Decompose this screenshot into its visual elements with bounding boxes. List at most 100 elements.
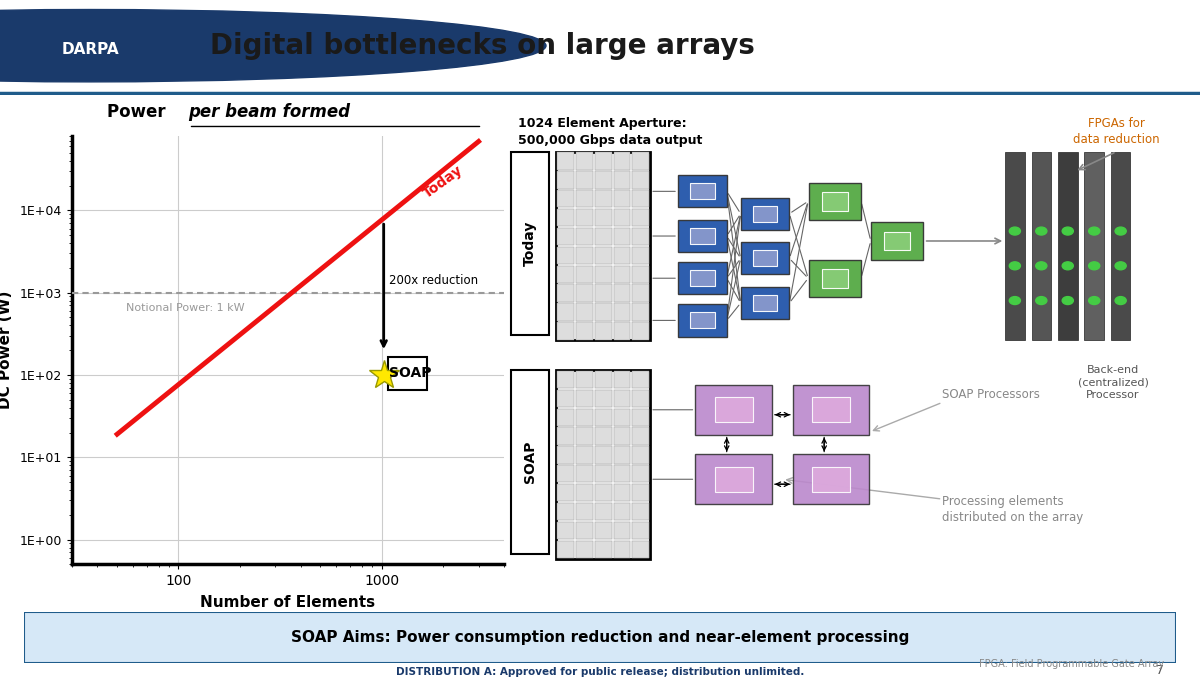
FancyBboxPatch shape [740, 287, 790, 319]
FancyBboxPatch shape [613, 322, 630, 339]
Text: FPGAs for
data reduction: FPGAs for data reduction [1073, 117, 1159, 146]
FancyBboxPatch shape [576, 171, 593, 188]
FancyBboxPatch shape [388, 357, 427, 390]
FancyBboxPatch shape [690, 312, 714, 328]
FancyBboxPatch shape [511, 152, 550, 335]
FancyBboxPatch shape [576, 503, 593, 520]
FancyBboxPatch shape [595, 371, 612, 388]
FancyBboxPatch shape [613, 409, 630, 426]
FancyBboxPatch shape [576, 152, 593, 170]
FancyBboxPatch shape [632, 484, 649, 501]
Text: 7: 7 [1156, 664, 1164, 677]
FancyBboxPatch shape [576, 322, 593, 339]
FancyBboxPatch shape [557, 370, 650, 559]
FancyBboxPatch shape [613, 303, 630, 321]
FancyBboxPatch shape [752, 295, 778, 311]
FancyBboxPatch shape [613, 152, 630, 170]
FancyBboxPatch shape [632, 409, 649, 426]
FancyBboxPatch shape [557, 247, 574, 264]
FancyBboxPatch shape [595, 284, 612, 302]
FancyBboxPatch shape [696, 454, 772, 504]
FancyBboxPatch shape [690, 270, 714, 286]
FancyBboxPatch shape [1058, 152, 1078, 340]
FancyBboxPatch shape [576, 371, 593, 388]
FancyBboxPatch shape [557, 522, 574, 539]
FancyBboxPatch shape [632, 228, 649, 245]
FancyBboxPatch shape [576, 209, 593, 226]
FancyBboxPatch shape [595, 390, 612, 407]
FancyBboxPatch shape [576, 390, 593, 407]
FancyBboxPatch shape [557, 428, 574, 445]
FancyBboxPatch shape [576, 541, 593, 558]
FancyBboxPatch shape [595, 322, 612, 339]
FancyBboxPatch shape [595, 465, 612, 483]
Circle shape [1088, 227, 1099, 235]
Y-axis label: DC Power (W): DC Power (W) [0, 291, 13, 409]
FancyBboxPatch shape [613, 171, 630, 188]
FancyBboxPatch shape [557, 228, 574, 245]
FancyBboxPatch shape [576, 247, 593, 264]
FancyBboxPatch shape [678, 304, 727, 337]
FancyBboxPatch shape [632, 209, 649, 226]
FancyBboxPatch shape [557, 152, 650, 340]
FancyBboxPatch shape [793, 385, 870, 435]
FancyBboxPatch shape [595, 522, 612, 539]
FancyBboxPatch shape [632, 266, 649, 283]
FancyBboxPatch shape [557, 190, 574, 207]
FancyBboxPatch shape [557, 503, 574, 520]
Circle shape [1088, 296, 1099, 305]
FancyBboxPatch shape [812, 467, 851, 492]
FancyBboxPatch shape [690, 228, 714, 244]
Circle shape [0, 10, 546, 82]
FancyBboxPatch shape [822, 192, 847, 211]
Text: Back-end
(centralized)
Processor: Back-end (centralized) Processor [1078, 365, 1148, 400]
FancyBboxPatch shape [595, 152, 612, 170]
FancyBboxPatch shape [595, 228, 612, 245]
FancyBboxPatch shape [595, 446, 612, 464]
FancyBboxPatch shape [595, 266, 612, 283]
FancyBboxPatch shape [793, 454, 870, 504]
FancyBboxPatch shape [714, 397, 752, 422]
FancyBboxPatch shape [557, 171, 574, 188]
FancyBboxPatch shape [1085, 152, 1104, 340]
FancyBboxPatch shape [595, 303, 612, 321]
FancyBboxPatch shape [632, 152, 649, 170]
FancyBboxPatch shape [632, 322, 649, 339]
Text: Today: Today [523, 221, 536, 266]
FancyBboxPatch shape [690, 184, 714, 199]
FancyBboxPatch shape [595, 190, 612, 207]
FancyBboxPatch shape [632, 371, 649, 388]
FancyBboxPatch shape [632, 428, 649, 445]
FancyBboxPatch shape [613, 541, 630, 558]
FancyBboxPatch shape [557, 284, 574, 302]
Circle shape [1062, 262, 1073, 270]
FancyBboxPatch shape [812, 397, 851, 422]
Text: 1024 Element Aperture:
500,000 Gbps data output: 1024 Element Aperture: 500,000 Gbps data… [518, 117, 702, 147]
FancyBboxPatch shape [595, 428, 612, 445]
FancyBboxPatch shape [632, 303, 649, 321]
Circle shape [1115, 296, 1127, 305]
FancyBboxPatch shape [595, 541, 612, 558]
Text: DARPA: DARPA [61, 42, 119, 57]
FancyBboxPatch shape [871, 222, 923, 260]
FancyBboxPatch shape [576, 228, 593, 245]
Text: Digital bottlenecks on large arrays: Digital bottlenecks on large arrays [210, 32, 755, 60]
FancyBboxPatch shape [613, 503, 630, 520]
FancyBboxPatch shape [809, 260, 860, 297]
FancyBboxPatch shape [595, 409, 612, 426]
Text: Processing elements
distributed on the array: Processing elements distributed on the a… [942, 494, 1084, 524]
FancyBboxPatch shape [714, 467, 752, 492]
Text: DISTRIBUTION A: Approved for public release; distribution unlimited.: DISTRIBUTION A: Approved for public rele… [396, 667, 804, 677]
Text: 200x reduction: 200x reduction [389, 274, 478, 287]
FancyBboxPatch shape [613, 247, 630, 264]
FancyBboxPatch shape [678, 262, 727, 294]
Text: SOAP Aims: Power consumption reduction and near-element processing: SOAP Aims: Power consumption reduction a… [290, 630, 910, 645]
FancyBboxPatch shape [613, 390, 630, 407]
FancyBboxPatch shape [809, 183, 860, 220]
FancyBboxPatch shape [752, 250, 778, 267]
FancyBboxPatch shape [576, 266, 593, 283]
Circle shape [1009, 227, 1020, 235]
FancyBboxPatch shape [696, 385, 772, 435]
FancyBboxPatch shape [557, 465, 574, 483]
FancyBboxPatch shape [632, 247, 649, 264]
